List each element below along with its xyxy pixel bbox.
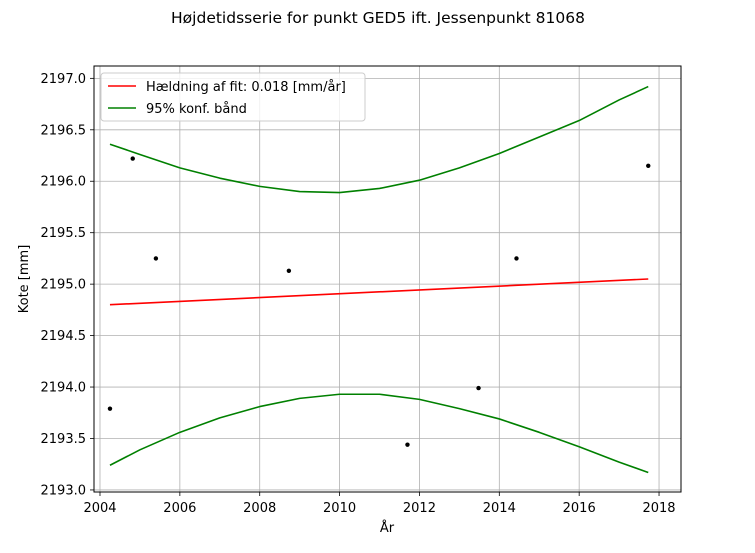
data-point: [405, 442, 410, 447]
data-point: [153, 256, 159, 261]
legend-label-fit: Hældning af fit: 0.018 [mm/år]: [146, 80, 346, 95]
plot-frame: [93, 65, 682, 493]
series: [109, 85, 649, 474]
fit-line: [109, 278, 649, 306]
axis-ticks: 2004 2006 2008 2010 2012 2014 2016 2018 2193.0 21…: [41, 72, 676, 516]
grid: [94, 66, 681, 492]
data-point: [476, 385, 481, 391]
x-axis-title: År: [380, 520, 395, 536]
legend-label-band: 95% konf. bånd: [146, 102, 247, 117]
x-tick-label: 2010: [323, 501, 356, 516]
x-tick-label: 2006: [163, 501, 196, 516]
x-tick-label: 2014: [483, 501, 516, 516]
data-point: [107, 406, 113, 411]
y-tick-label: 2197.0: [41, 72, 87, 87]
data-point: [130, 156, 135, 161]
x-tick-label: 2012: [403, 501, 436, 516]
legend: Hældning af fit: 0.018 [mm/år] 95% konf.…: [100, 72, 366, 122]
y-tick-label: 2195.5: [41, 226, 87, 241]
y-tick-label: 2195.0: [41, 278, 87, 293]
y-tick-label: 2193.0: [41, 483, 87, 498]
chart-title: Højdetidsserie for punkt GED5 ift. Jesse…: [171, 9, 585, 27]
confidence-band-upper: [109, 85, 649, 194]
data-points: [107, 156, 651, 447]
y-tick-label: 2194.0: [41, 381, 87, 396]
confidence-band-lower: [109, 393, 649, 474]
data-point: [514, 256, 519, 261]
y-tick-label: 2196.0: [41, 175, 87, 190]
x-tick-label: 2016: [563, 501, 596, 516]
x-tick-label: 2004: [83, 501, 116, 516]
y-axis-title: Kote [mm]: [17, 245, 32, 314]
x-tick-label: 2018: [642, 501, 675, 516]
y-tick-label: 2194.5: [41, 329, 87, 344]
x-tick-label: 2008: [243, 501, 276, 516]
y-tick-label: 2196.5: [41, 123, 87, 138]
legend-box: [100, 72, 366, 122]
data-point: [286, 268, 292, 273]
data-point: [646, 163, 651, 169]
y-tick-label: 2193.5: [41, 432, 87, 447]
